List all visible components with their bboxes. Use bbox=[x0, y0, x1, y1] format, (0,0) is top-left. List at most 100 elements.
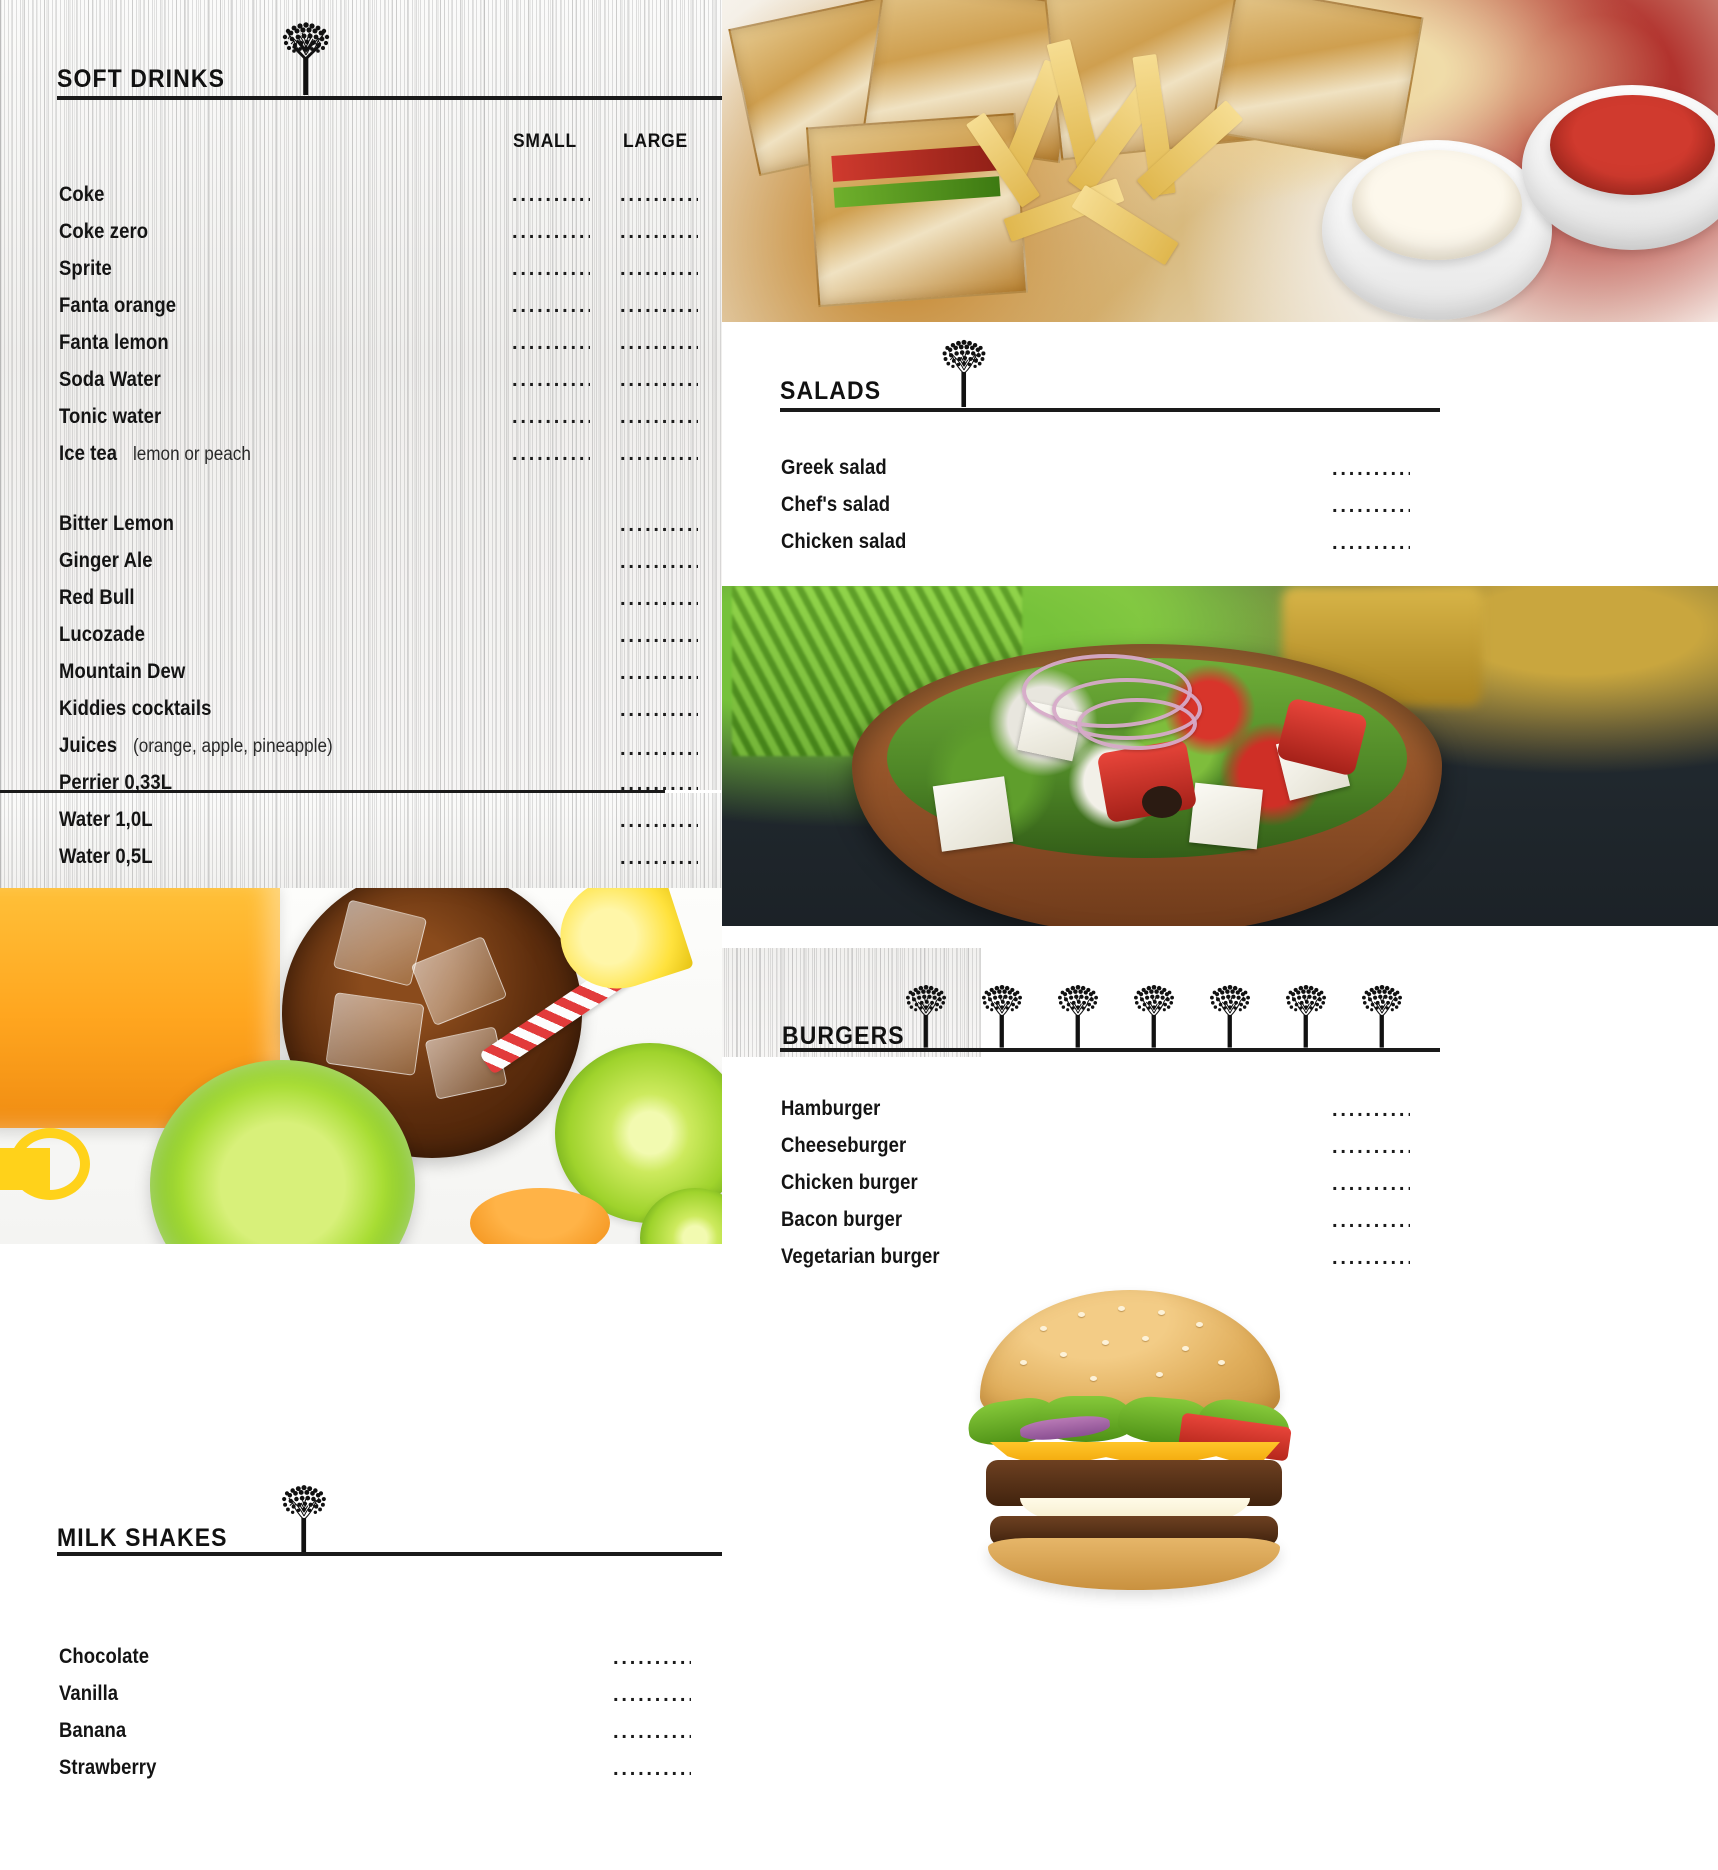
burgers-title: BURGERS bbox=[782, 1022, 905, 1050]
item-name: Chef's salad bbox=[781, 493, 891, 516]
menu-row[interactable]: Mountain Dew bbox=[59, 660, 203, 684]
menu-row[interactable]: Coke bbox=[59, 183, 111, 207]
tree-icon bbox=[270, 1480, 338, 1559]
price-dots-large: ............ bbox=[620, 258, 698, 280]
menu-row[interactable]: Perrier 0,33L bbox=[59, 771, 188, 795]
tree-icon bbox=[1123, 978, 1185, 1050]
price-dots: ........... bbox=[613, 1684, 691, 1706]
price-dots-large: ............ bbox=[620, 184, 698, 206]
price-dots: ........... bbox=[1332, 458, 1410, 480]
price-dots: ........... bbox=[1332, 1173, 1410, 1195]
menu-row[interactable]: Juices (orange, apple, pineapple) bbox=[59, 734, 355, 758]
price-dots-large: ............ bbox=[620, 295, 698, 317]
price-dots: ........... bbox=[1332, 532, 1410, 554]
menu-row[interactable]: Water 0,5L bbox=[59, 845, 165, 869]
menu-row[interactable]: Strawberry bbox=[59, 1756, 170, 1780]
price-dots-small: ............ bbox=[512, 332, 590, 354]
price-dots: ............ bbox=[620, 773, 698, 795]
salads-heading: SALADS bbox=[780, 339, 1080, 412]
menu-row[interactable]: Chicken salad bbox=[781, 530, 924, 554]
column-header-large: LARGE bbox=[623, 131, 688, 152]
price-dots-small: ............ bbox=[512, 406, 590, 428]
menu-row[interactable]: Soda Water bbox=[59, 368, 175, 392]
tree-icon bbox=[1047, 978, 1109, 1050]
menu-row[interactable]: Coke zero bbox=[59, 220, 160, 244]
menu-row[interactable]: Cheeseburger bbox=[781, 1134, 923, 1158]
item-name: Kiddies cocktails bbox=[59, 697, 212, 720]
menu-row[interactable]: Lucozade bbox=[59, 623, 157, 647]
milk-shakes-heading: MILK SHAKES bbox=[57, 1485, 357, 1559]
price-dots: ............ bbox=[620, 551, 698, 573]
price-dots: ............ bbox=[620, 662, 698, 684]
item-name: Perrier 0,33L bbox=[59, 771, 173, 794]
menu-row[interactable]: Fanta lemon bbox=[59, 331, 184, 355]
item-name: Sprite bbox=[59, 257, 112, 280]
price-dots: ........... bbox=[1332, 495, 1410, 517]
price-dots-small: ............ bbox=[512, 443, 590, 465]
menu-row[interactable]: Water 1,0L bbox=[59, 808, 165, 832]
price-dots-large: ............ bbox=[620, 443, 698, 465]
burger-photo bbox=[960, 1290, 1300, 1590]
tree-icon bbox=[930, 335, 998, 412]
price-dots-large: ............ bbox=[620, 369, 698, 391]
price-dots: ........... bbox=[1332, 1136, 1410, 1158]
price-dots: ............ bbox=[620, 514, 698, 536]
menu-row[interactable]: Ginger Ale bbox=[59, 549, 165, 573]
menu-row[interactable]: Bitter Lemon bbox=[59, 512, 190, 536]
item-name: Chicken burger bbox=[781, 1171, 918, 1194]
drinks-photo bbox=[0, 888, 722, 1248]
item-name: Bitter Lemon bbox=[59, 512, 175, 535]
price-dots: ............ bbox=[620, 810, 698, 832]
menu-row[interactable]: Vanilla bbox=[59, 1682, 126, 1706]
item-name: Fanta orange bbox=[59, 294, 177, 317]
photo-bottom-spacer bbox=[0, 1244, 722, 1256]
price-dots-large: ............ bbox=[620, 221, 698, 243]
sandwich-photo bbox=[722, 0, 1718, 322]
menu-row[interactable]: Chocolate bbox=[59, 1645, 161, 1669]
item-name: Strawberry bbox=[59, 1756, 157, 1779]
price-dots: ........... bbox=[613, 1647, 691, 1669]
menu-row[interactable]: Greek salad bbox=[781, 456, 901, 480]
item-name: Chocolate bbox=[59, 1645, 150, 1668]
menu-row[interactable]: Red Bull bbox=[59, 586, 145, 610]
menu-row[interactable]: Bacon burger bbox=[781, 1208, 919, 1232]
menu-row[interactable]: Hamburger bbox=[781, 1097, 894, 1121]
price-dots: ........... bbox=[613, 1721, 691, 1743]
price-dots-large: ............ bbox=[620, 406, 698, 428]
item-name: Cheeseburger bbox=[781, 1134, 907, 1157]
milk-shakes-title: MILK SHAKES bbox=[57, 1524, 228, 1552]
menu-row[interactable]: Tonic water bbox=[59, 405, 175, 429]
burgers-heading: BURGERS bbox=[782, 985, 1022, 1057]
tree-icon bbox=[971, 978, 1033, 1050]
menu-row[interactable]: Banana bbox=[59, 1719, 135, 1743]
milk-shakes-rule bbox=[57, 1552, 722, 1556]
item-name: Red Bull bbox=[59, 586, 135, 609]
item-name: Ice tea bbox=[59, 442, 118, 465]
menu-row[interactable]: Chicken burger bbox=[781, 1171, 936, 1195]
item-name: Fanta lemon bbox=[59, 331, 169, 354]
item-name: Vanilla bbox=[59, 1682, 119, 1705]
menu-row[interactable]: Fanta orange bbox=[59, 294, 192, 318]
price-dots: ............ bbox=[620, 847, 698, 869]
item-name: Water 1,0L bbox=[59, 808, 153, 831]
menu-row[interactable]: Vegetarian burger bbox=[781, 1245, 961, 1269]
menu-row[interactable]: Ice tea lemon or peach bbox=[59, 442, 264, 466]
tree-icon bbox=[1275, 978, 1337, 1050]
item-name: Soda Water bbox=[59, 368, 161, 391]
menu-row[interactable]: Chef's salad bbox=[781, 493, 905, 517]
price-dots-small: ............ bbox=[512, 258, 590, 280]
item-name: Coke bbox=[59, 183, 105, 206]
soft-drinks-divider bbox=[0, 790, 665, 793]
item-name: Mountain Dew bbox=[59, 660, 186, 683]
price-dots-small: ............ bbox=[512, 295, 590, 317]
menu-row[interactable]: Kiddies cocktails bbox=[59, 697, 232, 721]
salad-photo bbox=[722, 586, 1718, 948]
item-name: Hamburger bbox=[781, 1097, 881, 1120]
burgers-rule bbox=[780, 1048, 1440, 1052]
tree-icon bbox=[1199, 978, 1261, 1050]
item-name: Banana bbox=[59, 1719, 127, 1742]
menu-row[interactable]: Sprite bbox=[59, 257, 119, 281]
price-dots-large: ............ bbox=[620, 332, 698, 354]
price-dots: ............ bbox=[620, 738, 698, 760]
